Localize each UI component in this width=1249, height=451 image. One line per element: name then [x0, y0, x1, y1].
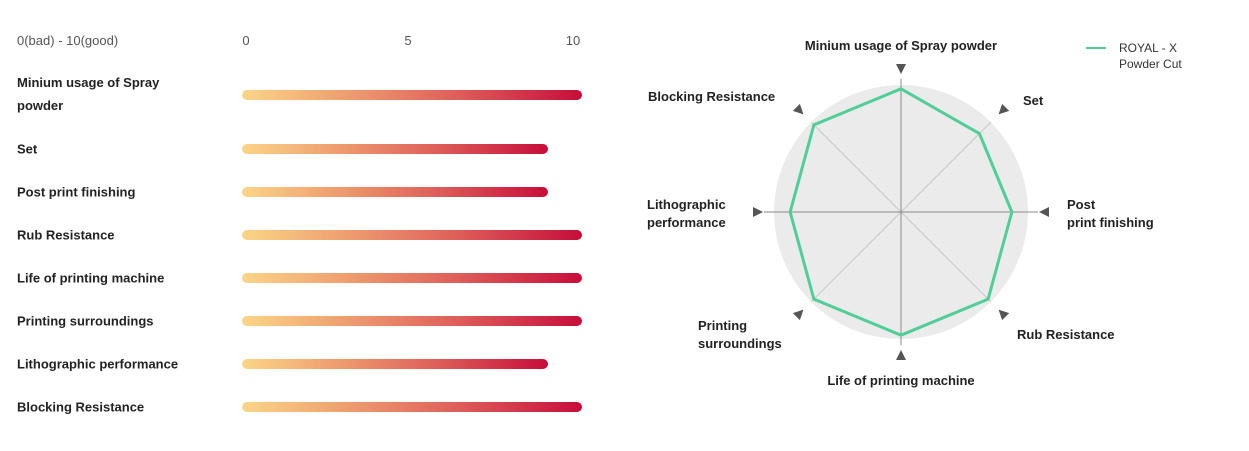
bar — [242, 90, 582, 100]
radar-axis-line — [900, 211, 992, 303]
radar-axis-label: Blocking Resistance — [648, 89, 775, 104]
axis-arrow-icon — [753, 207, 763, 217]
legend-text-line1: ROYAL - X — [1119, 41, 1177, 55]
axis-arrow-icon — [792, 103, 804, 115]
row-label: Minium usage of Spray powder — [17, 75, 160, 113]
bar — [242, 316, 582, 326]
radar-axis-label-line: Life of printing machine — [827, 373, 974, 388]
axis-arrow-icon — [896, 350, 906, 360]
row-label: Set — [17, 141, 38, 157]
radar-axis-label-line: surroundings — [698, 336, 782, 351]
radar-axis-label-line: Rub Resistance — [1017, 327, 1115, 342]
legend-text-line2: Powder Cut — [1119, 57, 1182, 71]
tick-label-0: 0 — [242, 33, 250, 48]
tick-label-10: 10 — [565, 33, 581, 48]
radar-axis-label-line: Set — [1023, 93, 1044, 108]
radar-axis-label-line: Lithographic — [647, 197, 726, 212]
axis-arrow-icon — [998, 309, 1010, 321]
radar-axis-label: Life of printing machine — [827, 373, 974, 388]
radar-chart: Minium usage of Spray powder Set Post print… — [647, 38, 1182, 388]
radar-axis-label-line: Post — [1067, 197, 1096, 212]
radar-axis-line — [900, 121, 992, 213]
bar — [242, 144, 548, 154]
bar — [242, 230, 582, 240]
row-label: Rub Resistance — [17, 227, 115, 243]
horizontal-bar-chart: 0(bad) - 10(good) 0 5 10 Minium usage of… — [0, 0, 620, 451]
radar-axis-label-line: Minium usage of Spray powder — [805, 38, 997, 53]
row-label: Printing surroundings — [17, 313, 154, 329]
scale-label: 0(bad) - 10(good) — [17, 33, 119, 48]
radar-series-line — [788, 87, 1014, 337]
axis-arrow-icon — [896, 64, 906, 74]
bar — [242, 359, 548, 369]
axis-arrow-icon — [998, 103, 1010, 115]
row-label: Lithographic performance — [17, 356, 179, 372]
bar — [242, 273, 582, 283]
radar-axis-label-line: Blocking Resistance — [648, 89, 775, 104]
radar-axis-label: Minium usage of Spray powder — [805, 38, 997, 53]
axis-arrow-icon — [1039, 207, 1049, 217]
bar — [242, 402, 582, 412]
radar-axis-label-line: Printing — [698, 318, 747, 333]
bar — [242, 187, 548, 197]
axis-arrow-icon — [792, 309, 804, 321]
tick-label-5: 5 — [404, 33, 412, 48]
row-label: Blocking Resistance — [17, 399, 145, 415]
radar-axis-label: Rub Resistance — [1017, 327, 1115, 342]
radar-axis-label: Post print finishing — [1067, 197, 1154, 230]
row-label: Post print finishing — [17, 184, 136, 200]
radar-axis-label: Lithographic performance — [647, 197, 726, 230]
radar-axis-label-line: performance — [647, 215, 726, 230]
radar-axis-line — [810, 211, 902, 303]
radar-axis-label: Printing surroundings — [698, 318, 782, 351]
row-label: Life of printing machine — [17, 270, 165, 286]
radar-axis-label-line: print finishing — [1067, 215, 1154, 230]
radar-axis-label: Set — [1023, 93, 1044, 108]
radar-axis-line — [810, 121, 902, 213]
